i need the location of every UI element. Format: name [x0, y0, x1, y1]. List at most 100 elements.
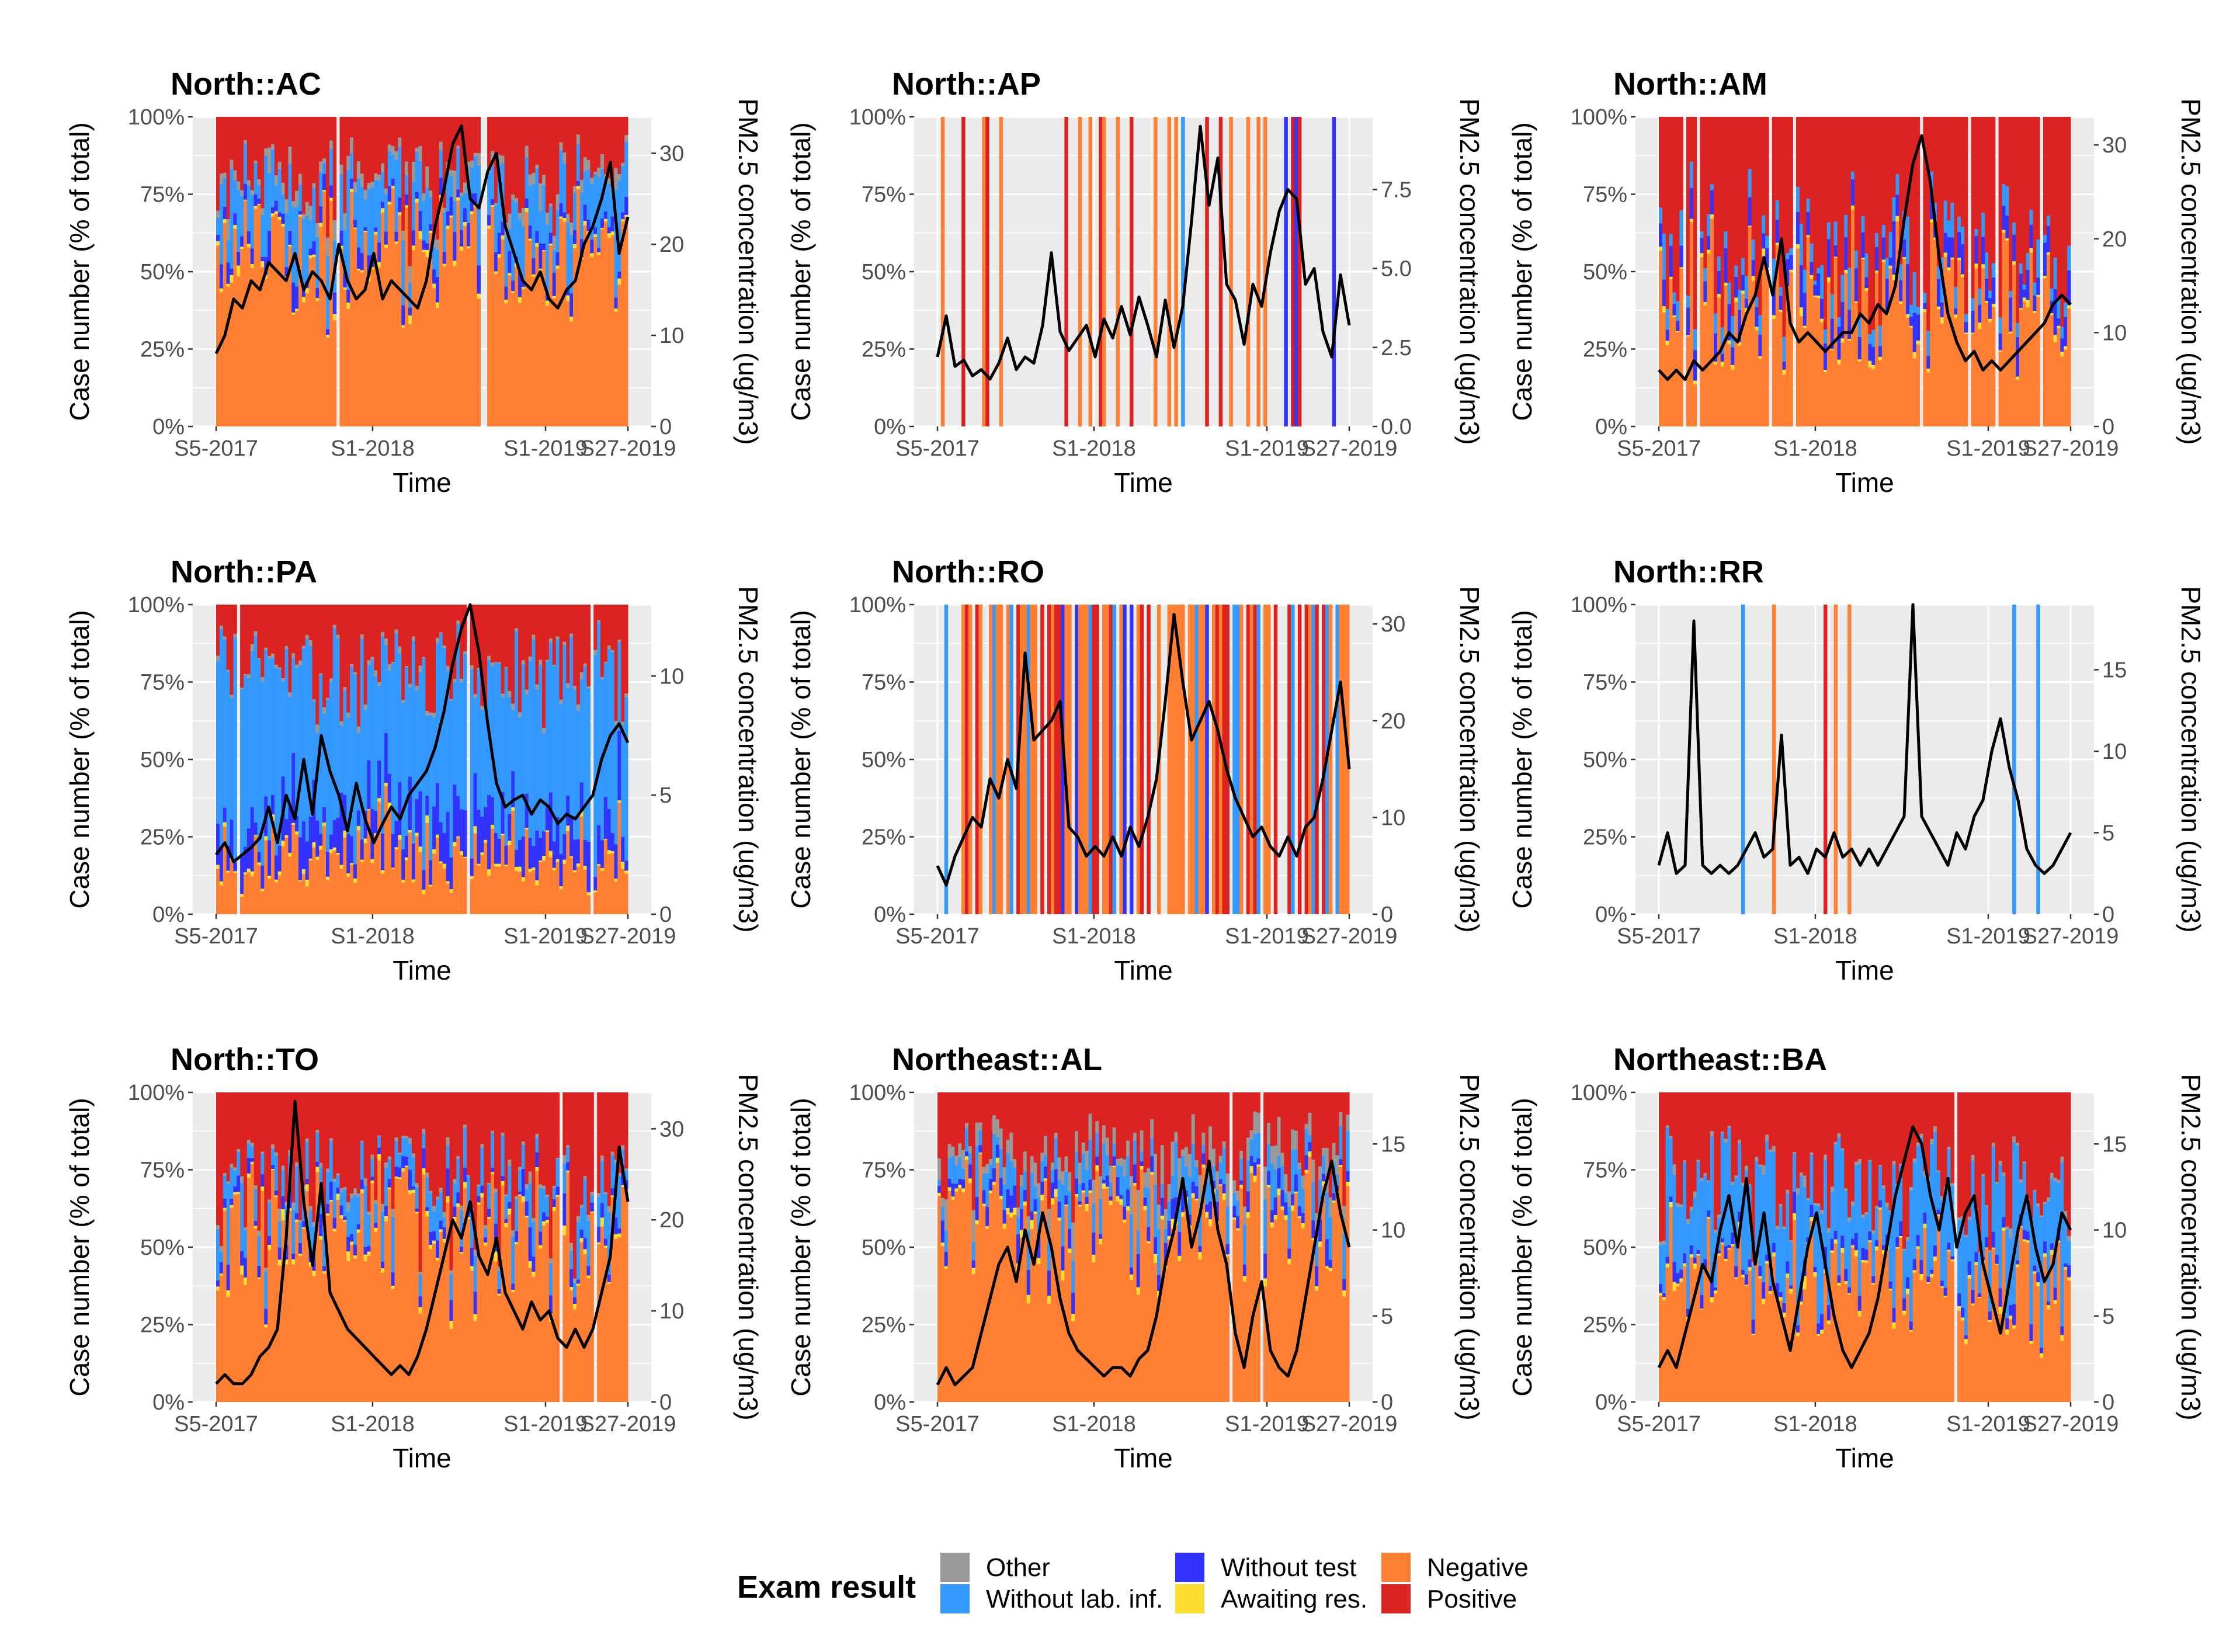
bar-segment-positive — [1277, 1092, 1282, 1117]
y-tick-label: 50% — [140, 260, 185, 284]
bar-segment-negative — [2019, 309, 2023, 426]
bar-segment-without_lab — [456, 1158, 460, 1193]
bar-segment-without_lab — [264, 650, 268, 797]
bar-segment-negative — [1016, 1270, 1020, 1402]
x-tick-label: S5-2017 — [895, 1412, 980, 1436]
bar-segment-other — [1301, 1175, 1305, 1189]
bar-segment-without_test — [1738, 1211, 1742, 1222]
bar-segment-positive — [1847, 1092, 1852, 1217]
bar-segment-without_lab — [1844, 1190, 1848, 1269]
bar-segment-without_lab — [1731, 1185, 1735, 1233]
bar-segment-negative — [411, 882, 416, 914]
bar-segment-without_lab — [937, 1179, 942, 1186]
bar-segment-other — [277, 162, 282, 169]
y-tick-label: 0% — [1595, 1390, 1627, 1415]
bar-segment-positive — [436, 117, 440, 240]
bar-segment-other — [253, 161, 258, 164]
bar-segment-negative — [1881, 262, 1886, 426]
bar-segment-positive — [405, 605, 409, 667]
bar-segment-negative — [301, 873, 306, 914]
bar-segment-without_lab — [274, 1155, 279, 1191]
pm25-line — [214, 124, 630, 355]
bar-segment-awaiting — [2005, 1329, 2009, 1335]
bar-segment-positive — [1178, 1092, 1182, 1158]
bar-segment-without_lab — [377, 686, 381, 761]
bar-segment-positive — [2067, 1092, 2071, 1236]
bar-segment-negative — [2067, 308, 2071, 426]
bar-segment-other — [408, 266, 412, 283]
bar-segment-without_test — [346, 1237, 350, 1252]
bar-segment-negative — [2046, 255, 2051, 426]
bar-segment-awaiting — [460, 247, 464, 251]
y-tick-label: 50% — [1583, 748, 1627, 772]
bar-segment-without_test — [1748, 197, 1752, 226]
bar-segment-awaiting — [1081, 1190, 1086, 1193]
bar-segment-positive — [271, 605, 275, 654]
bar-segment-without_test — [305, 1178, 310, 1185]
bar-segment-awaiting — [1906, 1289, 1910, 1294]
bar-segment-other — [1191, 1114, 1196, 1144]
bar-segment-awaiting — [1724, 282, 1728, 286]
bar-segment-other — [1304, 1124, 1309, 1129]
bar-segment-positive — [284, 117, 289, 200]
bar-segment-other — [240, 1176, 244, 1184]
bar-segment-without_test — [1826, 239, 1831, 277]
bar-segment-positive — [593, 117, 598, 172]
bar-segment-without_test — [1854, 1233, 1859, 1251]
bar-segment-negative — [295, 834, 299, 914]
bar-segment-positive — [2019, 1092, 2023, 1180]
bar-segment-positive — [566, 117, 570, 214]
bar-segment-other — [1762, 1165, 1766, 1175]
bar-segment-awaiting — [298, 1254, 303, 1256]
bar-segment-without_test — [1304, 1155, 1309, 1170]
bar-segment-without_test — [463, 810, 467, 857]
bar-segment-without_test — [470, 858, 474, 876]
bar-segment-positive — [442, 605, 447, 645]
bar-segment-negative — [425, 822, 429, 914]
bar-segment-without_test — [2067, 270, 2071, 306]
bar-segment-other — [1710, 1131, 1714, 1137]
bar-segment-without_lab — [326, 1171, 330, 1204]
bar-segment-without_test — [518, 840, 522, 867]
bar-segment-without_lab — [298, 665, 303, 838]
bar-segment-other — [559, 699, 563, 704]
bar-segment-without_test — [1693, 1257, 1697, 1264]
bar-segment-without_lab — [405, 1137, 409, 1157]
bar-segment-positive — [1844, 1092, 1848, 1189]
bar-segment-without_test — [1249, 1155, 1254, 1167]
x-tick-label: S1-2019 — [503, 436, 588, 461]
bar-segment-positive — [1888, 1092, 1893, 1211]
bar-segment-without_lab — [518, 1169, 522, 1192]
bar-segment-negative — [2060, 1341, 2064, 1402]
bar-segment-without_lab — [1909, 1191, 1913, 1321]
bar-segment-without_lab — [521, 664, 526, 837]
bar-segment-positive — [460, 1092, 464, 1206]
y2-tick-label: 0 — [2102, 415, 2114, 439]
bar-segment-positive — [343, 117, 347, 214]
panel-northeast-al: Northeast::AL0%25%50%75%100%S5-2017 S1-20… — [786, 1042, 1485, 1473]
y-tick-label: 75% — [1583, 1158, 1627, 1183]
bar-segment-positive — [1239, 1092, 1244, 1151]
bar-segment-positive — [1696, 1092, 1701, 1160]
bar-segment-negative — [261, 1191, 265, 1402]
bar-segment-without_test — [1689, 1245, 1694, 1254]
bar-segment-without_lab — [504, 1196, 508, 1219]
bar-segment-positive — [1205, 1092, 1209, 1166]
bar-segment-without_lab — [1686, 1224, 1690, 1309]
bar-segment-positive — [1964, 117, 1968, 314]
bar-segment-awaiting — [528, 238, 533, 241]
legend-swatch-without_test — [1175, 1553, 1204, 1582]
bar-segment-without_lab — [1174, 1141, 1178, 1198]
bar-segment-other — [1676, 1203, 1680, 1207]
bar-segment-other — [425, 166, 429, 188]
bar-segment-positive — [1222, 1092, 1227, 1141]
bar-segment-without_lab — [535, 168, 539, 231]
bar-segment-without_test — [415, 799, 419, 833]
bar-segment-without_test — [1837, 327, 1841, 360]
bar-segment-positive — [562, 605, 567, 642]
bar-segment-without_lab — [1222, 1148, 1227, 1184]
bar-segment-without_lab — [528, 186, 533, 225]
bar-segment-without_lab — [1844, 215, 1848, 238]
bar-segment-negative — [569, 321, 574, 426]
bar-segment-negative — [566, 1172, 570, 1402]
